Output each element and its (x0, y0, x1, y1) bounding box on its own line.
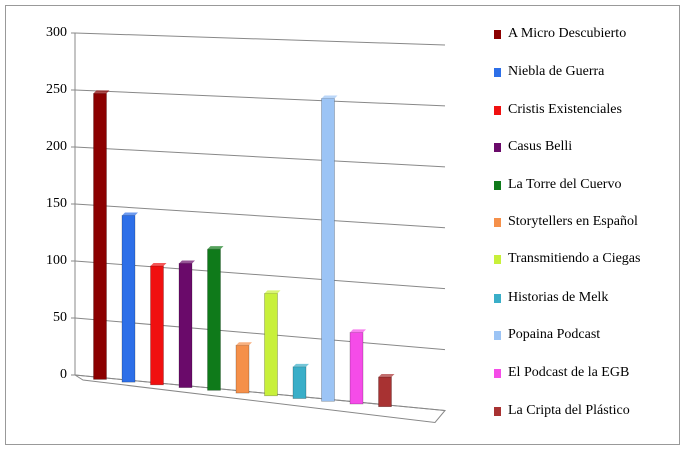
y-tick-label: 0 (60, 367, 67, 382)
bar-top (236, 342, 252, 346)
bar-top (150, 262, 167, 266)
legend-label: Casus Belli (508, 139, 573, 154)
bar (378, 376, 392, 408)
y-tick-label: 50 (53, 310, 67, 325)
legend-item: El Podcast de la EGB (494, 365, 674, 381)
legend-label: Historias de Melk (508, 290, 609, 305)
bar (235, 344, 250, 394)
bar (292, 366, 307, 399)
legend-label: Cristis Existenciales (508, 102, 622, 117)
legend-swatch (494, 407, 501, 416)
legend-item: Storytellers en Español (494, 214, 674, 230)
bar-top (321, 95, 338, 99)
y-tick-label: 200 (46, 139, 67, 154)
legend-label: El Podcast de la EGB (508, 365, 630, 380)
legend-item: La Torre del Cuervo (494, 177, 674, 193)
bar (93, 93, 107, 380)
bar (150, 265, 164, 386)
legend-swatch (494, 331, 501, 340)
bar (264, 293, 278, 397)
grid-line (74, 32, 446, 46)
y-tick-label: 150 (46, 196, 67, 211)
legend-swatch (494, 68, 501, 77)
y-tick-label: 100 (46, 253, 67, 268)
legend-swatch (494, 143, 501, 152)
legend-swatch (494, 218, 501, 227)
bar-top (293, 363, 309, 367)
legend-swatch (494, 369, 501, 378)
legend-item: Casus Belli (494, 139, 674, 155)
frame (5, 5, 680, 445)
legend-item: Popaina Podcast (494, 327, 674, 343)
legend-label: La Cripta del Plástico (508, 403, 630, 418)
bar-top (350, 329, 366, 333)
legend-item: Historias de Melk (494, 290, 674, 306)
bar (207, 248, 221, 391)
y-tick-label: 300 (46, 25, 67, 40)
grid-line (74, 203, 446, 229)
legend-swatch (494, 255, 501, 264)
legend-swatch (494, 30, 501, 39)
legend-label: A Micro Descubierto (508, 26, 627, 41)
legend-label: Niebla de Guerra (508, 64, 605, 79)
legend-label: Transmitiendo a Ciegas (508, 251, 641, 266)
bar-top (207, 246, 224, 250)
bar (321, 98, 335, 402)
legend-item: La Cripta del Plástico (494, 403, 674, 419)
bar-top (179, 260, 195, 264)
bar-top (93, 90, 110, 94)
legend-item: Cristis Existenciales (494, 102, 674, 118)
legend-label: Popaina Podcast (508, 327, 601, 342)
legend-item: Niebla de Guerra (494, 64, 674, 80)
bar-top (378, 373, 395, 377)
legend-swatch (494, 181, 501, 190)
legend-label: Storytellers en Español (508, 214, 638, 229)
legend-item: A Micro Descubierto (494, 26, 674, 42)
grid-line (74, 260, 446, 290)
legend-swatch (494, 106, 501, 115)
grid-line (74, 317, 446, 351)
bar (178, 263, 193, 388)
bar-top (122, 212, 138, 216)
legend-label: La Torre del Cuervo (508, 177, 622, 192)
y-tick-label: 250 (46, 82, 67, 97)
bar (349, 332, 364, 405)
legend-swatch (494, 294, 501, 303)
legend-item: Transmitiendo a Ciegas (494, 251, 674, 267)
bar-top (264, 290, 281, 294)
grid-line (74, 146, 446, 168)
grid-line (74, 89, 446, 107)
bar (121, 215, 136, 383)
